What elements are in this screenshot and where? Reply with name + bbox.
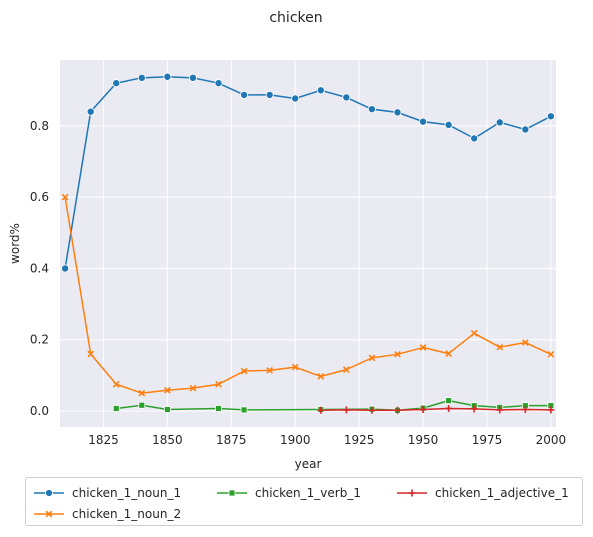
x-tick-label: 1825 bbox=[88, 433, 119, 447]
data-point bbox=[444, 120, 453, 129]
series-4 bbox=[317, 404, 555, 414]
data-point bbox=[215, 380, 222, 388]
data-point bbox=[86, 107, 95, 116]
data-point bbox=[138, 389, 146, 397]
y-tick-label: 0.6 bbox=[30, 190, 49, 204]
y-tick-label: 0.2 bbox=[30, 333, 49, 347]
series-line bbox=[64, 196, 552, 394]
data-point bbox=[393, 406, 401, 414]
data-point bbox=[393, 108, 402, 117]
data-point bbox=[188, 73, 197, 82]
data-point bbox=[240, 367, 248, 375]
data-point bbox=[394, 350, 401, 358]
legend-label: chicken_1_adjective_1 bbox=[435, 486, 569, 500]
x-tick-label: 1975 bbox=[472, 433, 503, 447]
data-point bbox=[546, 112, 555, 121]
legend-marker-noun-2 bbox=[34, 510, 64, 518]
data-point bbox=[61, 193, 69, 201]
series-layer bbox=[61, 72, 555, 414]
data-point bbox=[316, 86, 325, 95]
data-point bbox=[342, 93, 351, 102]
data-point bbox=[137, 73, 146, 82]
x-tick-label: 1875 bbox=[216, 433, 247, 447]
legend-item-noun-1: chicken_1_noun_1 bbox=[34, 484, 181, 502]
legend-marker-verb-1 bbox=[217, 489, 247, 497]
data-point bbox=[215, 405, 222, 412]
grid-lines bbox=[60, 60, 556, 427]
legend: chicken_1_noun_1 chicken_1_noun_2 chicke… bbox=[25, 477, 583, 526]
data-point bbox=[265, 90, 274, 99]
data-point bbox=[547, 406, 555, 414]
data-point bbox=[240, 406, 248, 414]
x-tick-label: 1850 bbox=[152, 433, 183, 447]
data-point bbox=[163, 72, 172, 81]
chart-title: chicken bbox=[269, 10, 322, 26]
data-point bbox=[291, 363, 299, 371]
data-point bbox=[112, 380, 120, 388]
legend-marker-noun-1 bbox=[34, 489, 64, 497]
data-point bbox=[240, 90, 249, 99]
data-point bbox=[163, 406, 171, 413]
data-point bbox=[112, 405, 120, 412]
data-point bbox=[214, 79, 223, 88]
y-tick-label: 0.4 bbox=[30, 261, 49, 275]
data-point bbox=[470, 134, 479, 143]
data-point bbox=[61, 264, 70, 273]
data-point bbox=[445, 397, 453, 405]
data-point bbox=[368, 406, 376, 414]
x-tick-label: 1925 bbox=[344, 433, 375, 447]
y-tick-label: 0.0 bbox=[30, 404, 49, 418]
data-point bbox=[266, 366, 274, 374]
series-2 bbox=[61, 193, 555, 397]
data-point bbox=[367, 105, 376, 114]
data-point bbox=[342, 366, 350, 373]
data-point bbox=[521, 339, 529, 346]
tick-labels: 1825 1850 1875 1900 1925 1950 1975 2000 0.0 0.2 0.… bbox=[30, 119, 566, 447]
data-point bbox=[317, 406, 325, 414]
data-point bbox=[87, 350, 95, 358]
data-point bbox=[419, 344, 427, 351]
data-point bbox=[496, 343, 504, 351]
data-point bbox=[470, 329, 478, 337]
data-point bbox=[368, 354, 376, 362]
legend-label: chicken_1_verb_1 bbox=[255, 486, 361, 500]
data-point bbox=[547, 350, 555, 358]
plot-area bbox=[60, 60, 556, 427]
series-1 bbox=[61, 72, 555, 273]
data-point bbox=[445, 404, 453, 412]
legend-label: chicken_1_noun_1 bbox=[72, 486, 182, 500]
data-point bbox=[521, 125, 530, 134]
x-tick-label: 1900 bbox=[280, 433, 311, 447]
legend-label: chicken_1_noun_2 bbox=[72, 507, 182, 521]
data-point bbox=[291, 94, 300, 103]
data-point bbox=[495, 118, 504, 127]
data-point bbox=[317, 373, 325, 380]
legend-item-noun-2: chicken_1_noun_2 bbox=[34, 505, 181, 523]
data-point bbox=[164, 386, 171, 394]
y-tick-label: 0.8 bbox=[30, 119, 49, 133]
series-line bbox=[320, 407, 552, 411]
data-point bbox=[138, 401, 146, 409]
legend-item-verb-1: chicken_1_verb_1 bbox=[217, 484, 361, 502]
data-point bbox=[496, 406, 504, 414]
data-point bbox=[521, 406, 529, 414]
legend-marker-adjective-1 bbox=[397, 489, 427, 497]
data-point bbox=[470, 405, 478, 413]
series-line bbox=[64, 76, 552, 270]
x-axis-label: year bbox=[295, 457, 322, 471]
data-point bbox=[445, 350, 452, 357]
data-point bbox=[189, 384, 197, 392]
x-tick-label: 2000 bbox=[536, 433, 567, 447]
data-point bbox=[419, 406, 427, 414]
data-point bbox=[112, 79, 121, 88]
x-tick-label: 1950 bbox=[408, 433, 439, 447]
y-axis-label: word% bbox=[8, 223, 22, 264]
legend-item-adjective-1: chicken_1_adjective_1 bbox=[397, 484, 569, 502]
data-point bbox=[419, 117, 428, 126]
data-point bbox=[342, 406, 350, 414]
